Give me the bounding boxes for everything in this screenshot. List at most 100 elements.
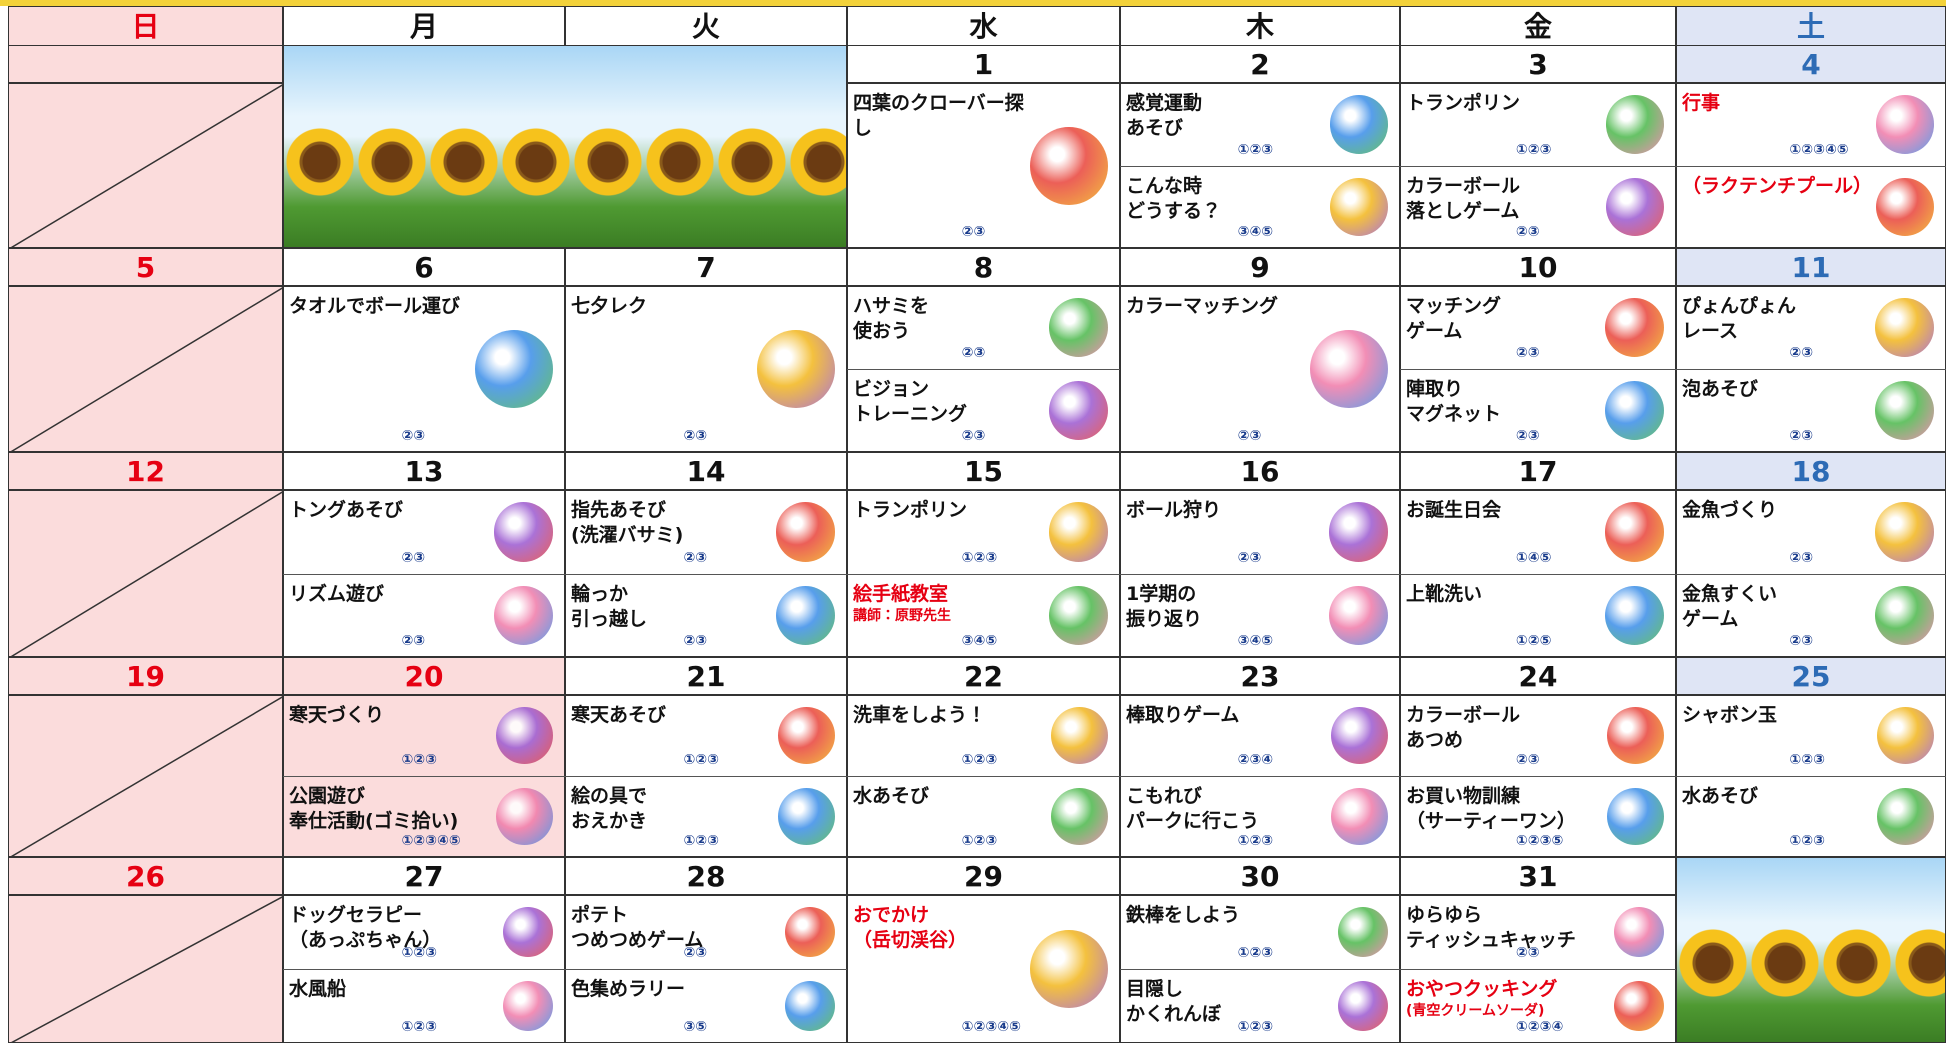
- illustration: [1048, 585, 1108, 645]
- illustration: [1328, 502, 1388, 562]
- group-numbers: ②③: [1515, 752, 1540, 768]
- date-cell: 9: [1120, 248, 1400, 286]
- event-text: お誕生日会: [1406, 499, 1502, 521]
- event-text: 色集めラリー: [571, 978, 686, 1000]
- event-text: おやつクッキング: [1406, 978, 1558, 1000]
- group-numbers: ①②③: [401, 1019, 437, 1035]
- date-cell: 26: [8, 857, 283, 895]
- date-cell: 2: [1120, 45, 1400, 83]
- date-cell: 29: [847, 857, 1120, 895]
- illustration: [1049, 381, 1108, 440]
- divider: [1400, 165, 1676, 167]
- group-numbers: ②③: [1515, 428, 1540, 444]
- event-text: マッチング ゲーム: [1406, 295, 1502, 342]
- event-text: カラーボール あつめ: [1406, 704, 1521, 751]
- divider: [283, 776, 565, 777]
- diagonal-cell: [8, 490, 284, 658]
- date-cell: 23: [1120, 657, 1400, 695]
- date-cell: 25: [1676, 657, 1946, 695]
- date-cell: 24: [1400, 657, 1676, 695]
- diagonal-cell: [8, 286, 284, 453]
- event-subtext: (青空クリームソーダ): [1406, 1003, 1545, 1019]
- event-text: 感覚運動 あそび: [1126, 92, 1203, 139]
- group-numbers: ②③: [683, 428, 708, 444]
- divider: [1400, 969, 1676, 970]
- group-numbers: ②③: [1789, 549, 1814, 566]
- group-numbers: ①②③: [961, 833, 998, 849]
- event-text: 泡あそび: [1682, 378, 1759, 400]
- group-numbers: ③④⑤: [1237, 224, 1274, 240]
- group-numbers: ②③: [961, 224, 986, 240]
- group-numbers: ②③: [683, 945, 708, 961]
- group-numbers: ①②③: [1789, 833, 1825, 849]
- event-text: 寒天づくり: [289, 704, 385, 726]
- divider: [283, 573, 565, 575]
- group-numbers: ①②⑤: [1515, 633, 1552, 649]
- event-text: シャボン玉: [1682, 704, 1778, 726]
- diagonal-cell: [8, 895, 284, 1043]
- group-numbers: ②③: [1237, 549, 1262, 566]
- illustration: [1614, 981, 1664, 1031]
- diagonal-cell: [8, 83, 284, 249]
- group-numbers: ①②③④⑤: [961, 1019, 1021, 1035]
- event-text: こんな時 どうする？: [1126, 174, 1222, 222]
- event-text: 金魚すくい ゲーム: [1682, 582, 1778, 630]
- illustration: [1338, 981, 1388, 1031]
- divider: [1676, 573, 1946, 575]
- divider: [847, 573, 1120, 575]
- event-text: カラーボール 落としゲーム: [1406, 174, 1521, 222]
- divider: [1676, 369, 1946, 370]
- event-text: 四葉のクローバー探し: [853, 92, 1024, 139]
- illustration: [1338, 907, 1388, 957]
- event-text: ドッグセラピー （あっぷちゃん）: [289, 904, 442, 951]
- group-numbers: ①②③: [401, 945, 437, 961]
- illustration: [1605, 177, 1664, 236]
- event-text: 輪っか 引っ越し: [571, 582, 648, 630]
- date-cell: 30: [1120, 857, 1400, 895]
- divider: [1120, 776, 1400, 777]
- diagonal: [9, 84, 284, 249]
- divider: [283, 969, 565, 970]
- divider: [565, 969, 847, 970]
- divider: [1120, 969, 1400, 970]
- event-text: トングあそび: [289, 499, 404, 521]
- illustration: [1614, 907, 1664, 957]
- date-cell: 8: [847, 248, 1120, 286]
- group-numbers: ②③: [401, 428, 426, 444]
- diagonal: [9, 491, 284, 658]
- event-text: 七夕レク: [571, 295, 648, 317]
- date-cell: [8, 45, 283, 83]
- group-numbers: ②③: [683, 633, 708, 649]
- date-cell: 3: [1400, 45, 1676, 83]
- event-text: 絵の具で おえかき: [571, 785, 648, 832]
- event-text: お買い物訓練 （サーティーワン）: [1406, 785, 1576, 832]
- group-numbers: ②③: [401, 549, 426, 566]
- illustration: [778, 707, 835, 764]
- weekday-header: 木: [1120, 6, 1400, 46]
- event-text: 水あそび: [853, 785, 930, 807]
- event-text: 公園遊び 奉仕活動(ゴミ拾い): [289, 785, 459, 832]
- event-text: ぴょんぴょん レース: [1682, 295, 1797, 342]
- illustration: [1877, 788, 1934, 845]
- diagonal: [9, 696, 284, 858]
- illustration: [1329, 95, 1388, 154]
- illustration: [1310, 330, 1388, 408]
- divider: [847, 369, 1120, 370]
- group-numbers: ①②③: [1237, 141, 1274, 158]
- illustration: [493, 502, 553, 562]
- illustration: [785, 907, 835, 957]
- illustration: [1051, 788, 1108, 845]
- group-numbers: ②③: [1515, 345, 1540, 361]
- event-text: 指先あそび (洗濯バサミ): [571, 499, 684, 546]
- group-numbers: ③④⑤: [1237, 633, 1274, 649]
- group-numbers: ①②③: [1237, 945, 1274, 961]
- illustration: [775, 502, 835, 562]
- illustration: [1331, 788, 1388, 845]
- illustration: [1605, 95, 1664, 154]
- group-numbers: ①④⑤: [1515, 549, 1552, 566]
- illustration: [1604, 502, 1664, 562]
- date-cell: 19: [8, 657, 283, 695]
- illustration: [1874, 585, 1934, 645]
- illustration: [1875, 381, 1934, 440]
